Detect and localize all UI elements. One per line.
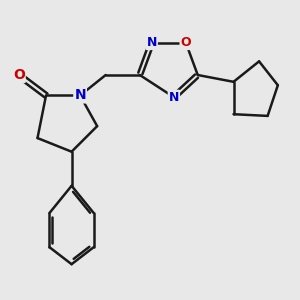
Text: O: O	[181, 36, 191, 49]
Text: N: N	[146, 36, 157, 49]
Text: N: N	[74, 88, 86, 103]
Text: N: N	[169, 91, 179, 104]
Text: O: O	[13, 68, 25, 82]
